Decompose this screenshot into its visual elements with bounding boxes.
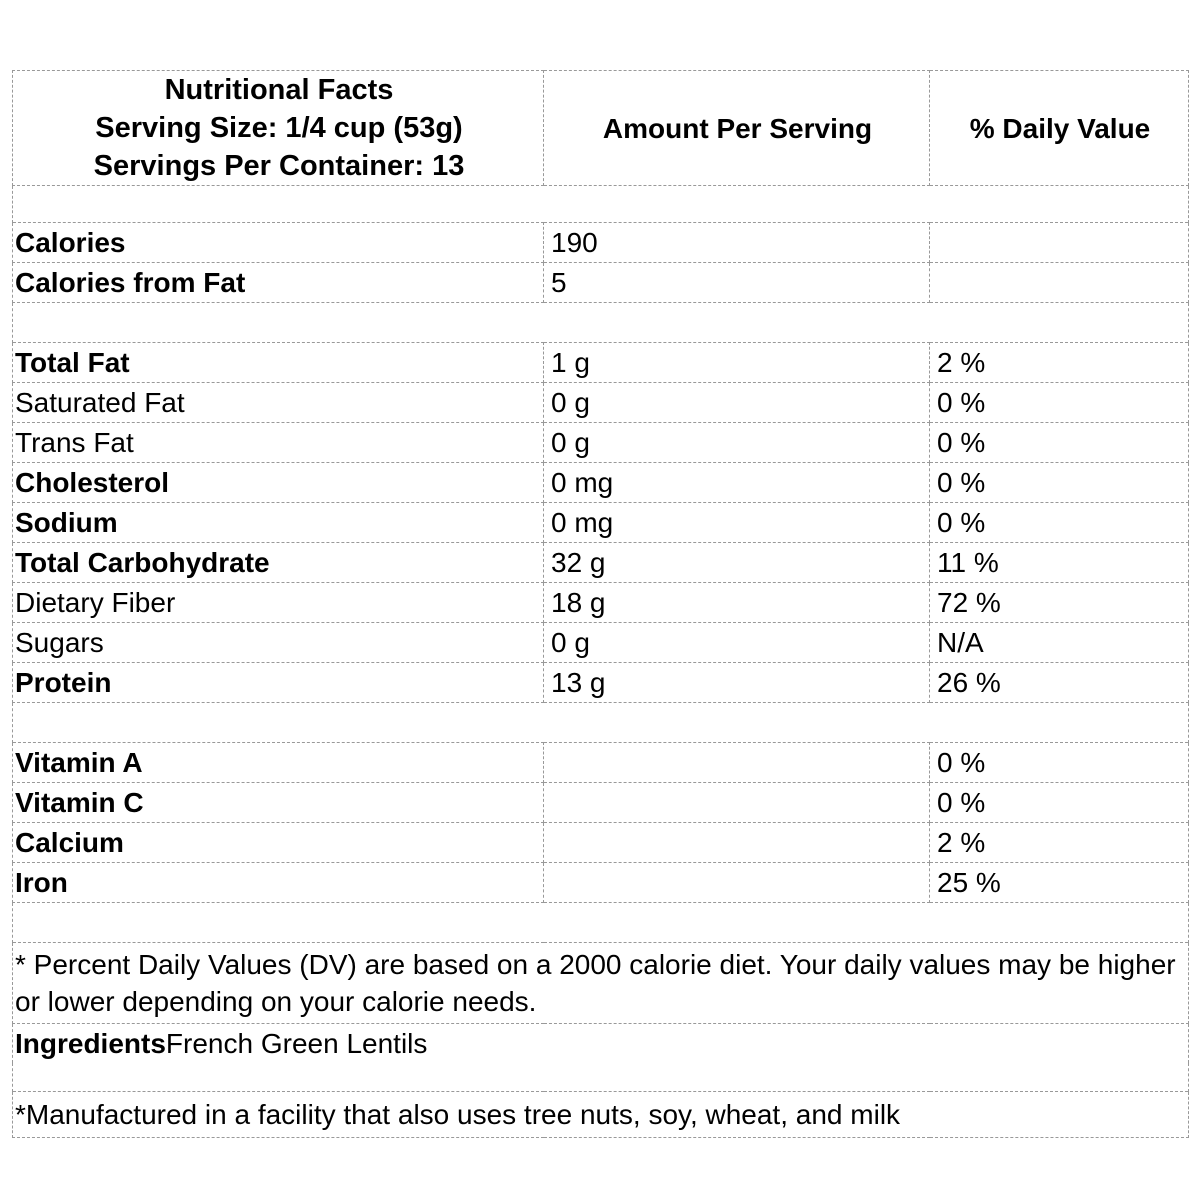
table-row: Sugars 0 g N/A bbox=[12, 622, 1189, 663]
table-title: Nutritional Facts bbox=[164, 74, 394, 106]
nutrient-label: Iron bbox=[12, 862, 544, 903]
serving-size: Serving Size: 1/4 cup (53g) bbox=[95, 112, 463, 144]
allergen-note: *Manufactured in a facility that also us… bbox=[12, 1091, 1189, 1138]
table-row: Calories from Fat 5 bbox=[12, 262, 1189, 303]
nutrient-label: Vitamin A bbox=[12, 742, 544, 783]
amount-cell: 0 g bbox=[543, 622, 930, 663]
spacer-row bbox=[12, 902, 1189, 943]
nutrient-label: Protein bbox=[12, 662, 544, 703]
table-row: Sodium 0 mg 0 % bbox=[12, 502, 1189, 543]
allergen-note-row: *Manufactured in a facility that also us… bbox=[12, 1091, 1189, 1138]
amount-cell: 0 g bbox=[543, 382, 930, 423]
amount-cell bbox=[543, 782, 930, 823]
nutrient-label: Saturated Fat bbox=[12, 382, 544, 423]
table-row: Cholesterol 0 mg 0 % bbox=[12, 462, 1189, 503]
dv-cell bbox=[929, 222, 1189, 263]
dv-cell: 0 % bbox=[929, 462, 1189, 503]
dv-cell: 0 % bbox=[929, 742, 1189, 783]
spacer-row bbox=[12, 302, 1189, 343]
amount-cell bbox=[543, 822, 930, 863]
table-row: Calories 190 bbox=[12, 222, 1189, 263]
daily-value-note-row: * Percent Daily Values (DV) are based on… bbox=[12, 942, 1189, 1024]
amount-cell: 32 g bbox=[543, 542, 930, 583]
amount-cell: 0 g bbox=[543, 422, 930, 463]
table-row: Protein 13 g 26 % bbox=[12, 662, 1189, 703]
nutrition-facts-table: Nutritional Facts Serving Size: 1/4 cup … bbox=[12, 70, 1189, 1138]
nutrient-label: Vitamin C bbox=[12, 782, 544, 823]
amount-cell bbox=[543, 742, 930, 783]
nutrient-label: Sugars bbox=[12, 622, 544, 663]
amount-cell: 1 g bbox=[543, 342, 930, 383]
dv-cell bbox=[929, 262, 1189, 303]
dv-cell: 0 % bbox=[929, 782, 1189, 823]
nutrient-label: Calories bbox=[12, 222, 544, 263]
spacer-row bbox=[12, 1063, 1189, 1092]
nutrient-label: Total Fat bbox=[12, 342, 544, 383]
dv-cell: 26 % bbox=[929, 662, 1189, 703]
amount-cell: 0 mg bbox=[543, 502, 930, 543]
dv-cell: 11 % bbox=[929, 542, 1189, 583]
dv-cell: 0 % bbox=[929, 422, 1189, 463]
header-info-cell: Nutritional Facts Serving Size: 1/4 cup … bbox=[12, 70, 544, 186]
table-row: Calcium 2 % bbox=[12, 822, 1189, 863]
ingredients-row: IngredientsFrench Green Lentils bbox=[12, 1023, 1189, 1063]
dv-cell: N/A bbox=[929, 622, 1189, 663]
table-row: Vitamin A 0 % bbox=[12, 742, 1189, 783]
nutrient-label: Cholesterol bbox=[12, 462, 544, 503]
amount-cell bbox=[543, 862, 930, 903]
amount-cell: 5 bbox=[543, 262, 930, 303]
table-row: Total Fat 1 g 2 % bbox=[12, 342, 1189, 383]
column-header-daily-value: % Daily Value bbox=[929, 70, 1189, 186]
table-row: Vitamin C 0 % bbox=[12, 782, 1189, 823]
dv-cell: 72 % bbox=[929, 582, 1189, 623]
ingredients-label: Ingredients bbox=[15, 1028, 166, 1059]
spacer-row bbox=[12, 702, 1189, 743]
dv-cell: 2 % bbox=[929, 822, 1189, 863]
ingredients-value: French Green Lentils bbox=[165, 1028, 428, 1059]
dv-cell: 0 % bbox=[929, 382, 1189, 423]
nutrient-label: Sodium bbox=[12, 502, 544, 543]
nutrient-label: Total Carbohydrate bbox=[12, 542, 544, 583]
dv-cell: 0 % bbox=[929, 502, 1189, 543]
daily-value-note: * Percent Daily Values (DV) are based on… bbox=[12, 942, 1189, 1024]
nutrient-label: Dietary Fiber bbox=[12, 582, 544, 623]
dv-cell: 25 % bbox=[929, 862, 1189, 903]
servings-per-container: Servings Per Container: 13 bbox=[93, 150, 465, 182]
nutrient-label: Trans Fat bbox=[12, 422, 544, 463]
amount-cell: 18 g bbox=[543, 582, 930, 623]
nutrient-label: Calcium bbox=[12, 822, 544, 863]
table-row: Trans Fat 0 g 0 % bbox=[12, 422, 1189, 463]
amount-cell: 0 mg bbox=[543, 462, 930, 503]
table-header-row: Nutritional Facts Serving Size: 1/4 cup … bbox=[12, 70, 1189, 186]
spacer-row bbox=[12, 185, 1189, 223]
table-row: Dietary Fiber 18 g 72 % bbox=[12, 582, 1189, 623]
nutrient-label: Calories from Fat bbox=[12, 262, 544, 303]
column-header-amount: Amount Per Serving bbox=[543, 70, 930, 186]
table-row: Iron 25 % bbox=[12, 862, 1189, 903]
dv-cell: 2 % bbox=[929, 342, 1189, 383]
amount-cell: 13 g bbox=[543, 662, 930, 703]
table-row: Total Carbohydrate 32 g 11 % bbox=[12, 542, 1189, 583]
ingredients-cell: IngredientsFrench Green Lentils bbox=[12, 1023, 1189, 1063]
table-row: Saturated Fat 0 g 0 % bbox=[12, 382, 1189, 423]
amount-cell: 190 bbox=[543, 222, 930, 263]
